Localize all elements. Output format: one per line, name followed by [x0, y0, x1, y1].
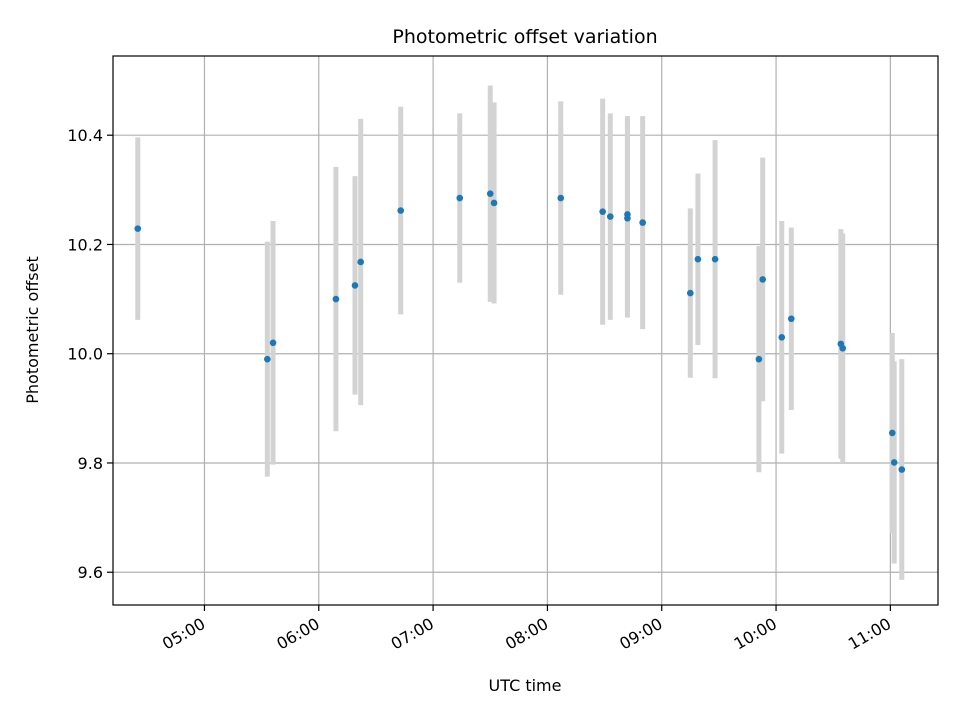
data-point — [839, 344, 847, 352]
data-point — [755, 355, 763, 363]
y-tick-label: 9.6 — [78, 563, 103, 582]
data-point — [332, 295, 340, 303]
data-point — [264, 355, 271, 363]
x-axis-label: UTC time — [489, 676, 562, 695]
y-tick-label: 10.0 — [67, 345, 103, 364]
data-point — [269, 339, 277, 347]
data-point — [134, 225, 142, 232]
y-axis-label: Photometric offset — [23, 256, 42, 404]
y-tick-label: 10.4 — [67, 126, 103, 145]
y-tick-label: 9.8 — [78, 454, 103, 473]
data-point — [787, 315, 795, 323]
data-point — [624, 214, 631, 222]
grid-layer — [113, 56, 938, 605]
data-point — [357, 258, 364, 266]
data-point — [759, 276, 767, 283]
data-point — [397, 207, 405, 214]
y-tick-label: 10.2 — [67, 235, 103, 254]
y-axis-ticks: 9.6 9.8 10.0 10.2 10.4 — [67, 126, 113, 582]
data-point — [888, 429, 896, 437]
data-point — [557, 194, 565, 202]
data-point — [694, 255, 702, 263]
data-point — [639, 219, 646, 226]
data-point — [606, 213, 614, 220]
data-point — [456, 194, 464, 202]
data-point — [898, 466, 906, 473]
data-point — [890, 459, 898, 466]
data-point — [490, 199, 498, 207]
data-point — [711, 255, 719, 263]
data-point — [351, 282, 359, 289]
data-point — [778, 334, 786, 341]
data-point — [687, 289, 694, 297]
data-point — [599, 208, 606, 215]
data-point — [486, 190, 494, 197]
chart-title: Photometric offset variation — [392, 26, 657, 48]
point-layer — [134, 190, 906, 473]
plot-frame — [112, 55, 939, 606]
